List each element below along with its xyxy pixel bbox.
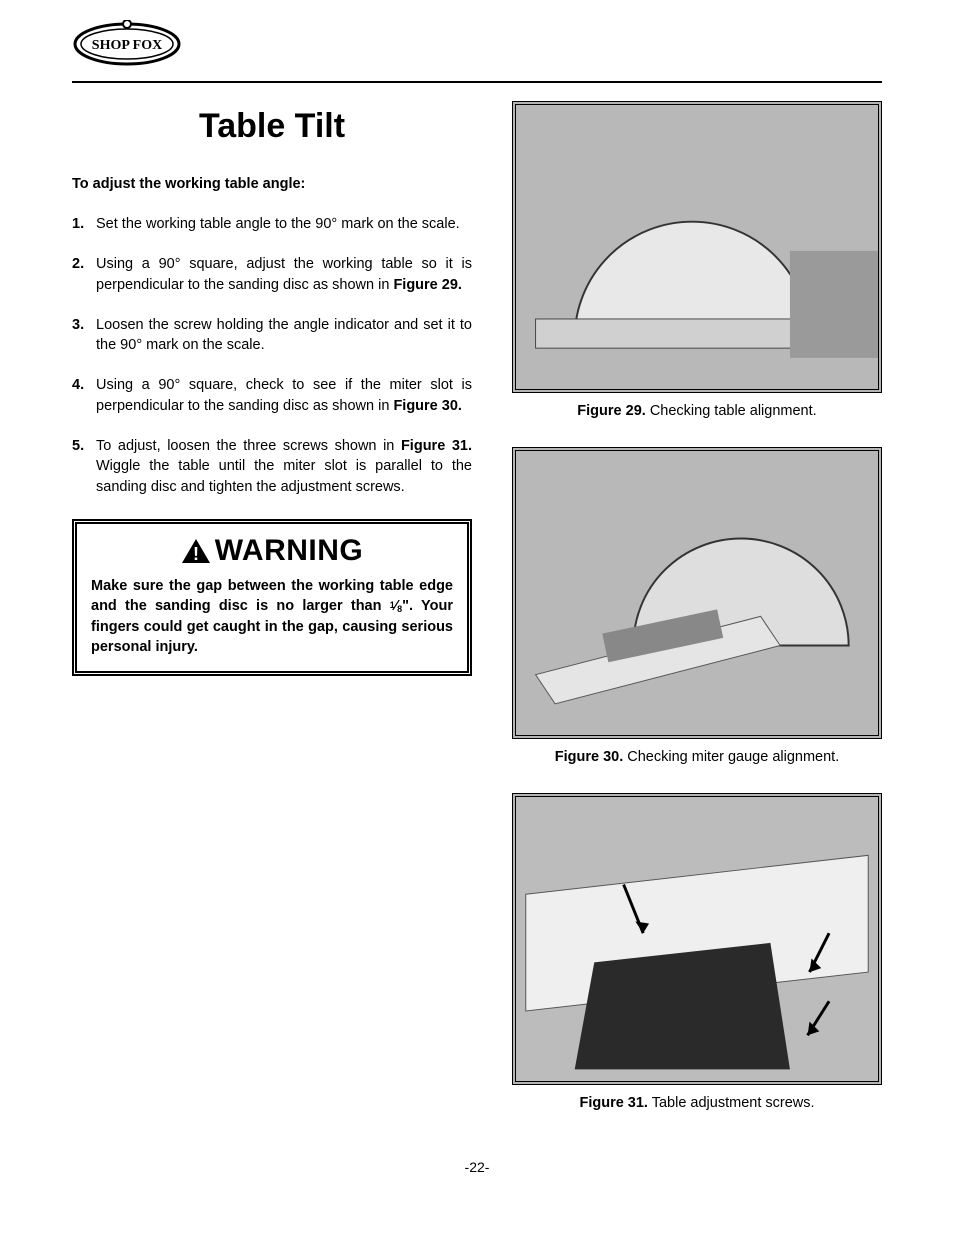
figure-30: Figure 30. Checking miter gauge alignmen… xyxy=(512,447,882,765)
step-text: Set the working table angle to the 90° m… xyxy=(96,214,472,234)
figure-29: Figure 29. Checking table alignment. xyxy=(512,101,882,419)
warning-text: Make sure the gap between the working ta… xyxy=(91,576,453,657)
steps-list: 1. Set the working table angle to the 90… xyxy=(72,214,472,497)
figure-29-image xyxy=(512,101,882,393)
figure-31-image xyxy=(512,793,882,1085)
step-number: 5. xyxy=(72,436,96,497)
step-number: 1. xyxy=(72,214,96,234)
page-title: Table Tilt xyxy=(72,107,472,146)
step-number: 3. xyxy=(72,315,96,356)
step-3: 3. Loosen the screw holding the angle in… xyxy=(72,315,472,356)
warning-box: ! WARNING Make sure the gap between the … xyxy=(72,519,472,676)
header: SHOP FOX xyxy=(72,20,882,73)
figure-31: Figure 31. Table adjustment screws. xyxy=(512,793,882,1111)
step-5: 5. To adjust, loosen the three screws sh… xyxy=(72,436,472,497)
svg-text:!: ! xyxy=(193,544,199,564)
left-column: Table Tilt To adjust the working table a… xyxy=(72,101,472,1139)
warning-header: ! WARNING xyxy=(91,534,453,568)
step-1: 1. Set the working table angle to the 90… xyxy=(72,214,472,234)
figure-30-caption: Figure 30. Checking miter gauge alignmen… xyxy=(512,749,882,765)
step-2: 2. Using a 90° square, adjust the workin… xyxy=(72,254,472,295)
step-text: Using a 90° square, adjust the working t… xyxy=(96,254,472,295)
step-text: To adjust, loosen the three screws shown… xyxy=(96,436,472,497)
warning-label: WARNING xyxy=(215,534,364,568)
svg-text:SHOP FOX: SHOP FOX xyxy=(92,38,162,53)
step-text: Loosen the screw holding the angle indic… xyxy=(96,315,472,356)
figure-30-image xyxy=(512,447,882,739)
step-4: 4. Using a 90° square, check to see if t… xyxy=(72,375,472,416)
step-number: 4. xyxy=(72,375,96,416)
figure-31-caption: Figure 31. Table adjustment screws. xyxy=(512,1095,882,1111)
intro-text: To adjust the working table angle: xyxy=(72,176,472,192)
right-column: Figure 29. Checking table alignment. Fig… xyxy=(512,101,882,1139)
step-text: Using a 90° square, check to see if the … xyxy=(96,375,472,416)
step-number: 2. xyxy=(72,254,96,295)
warning-triangle-icon: ! xyxy=(181,538,211,564)
header-rule xyxy=(72,81,882,83)
figure-29-caption: Figure 29. Checking table alignment. xyxy=(512,403,882,419)
page-number: -22- xyxy=(72,1159,882,1175)
brand-logo: SHOP FOX xyxy=(72,20,182,68)
